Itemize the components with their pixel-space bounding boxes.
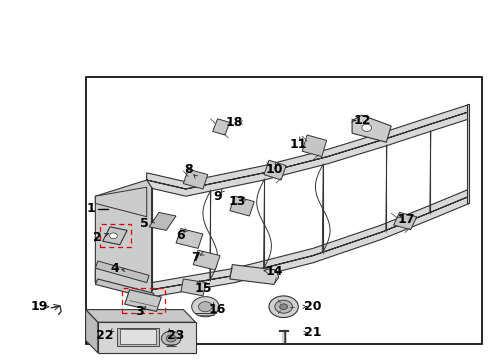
Polygon shape	[229, 265, 278, 284]
Text: 23: 23	[167, 329, 184, 342]
Text: 16: 16	[208, 303, 226, 316]
Text: 4: 4	[110, 262, 119, 275]
Circle shape	[268, 296, 298, 318]
Circle shape	[109, 233, 117, 239]
Polygon shape	[393, 212, 416, 230]
Text: 15: 15	[194, 282, 211, 294]
Bar	[117, 328, 159, 346]
Polygon shape	[98, 322, 195, 353]
Bar	[120, 329, 156, 344]
Text: 1: 1	[86, 202, 95, 215]
Polygon shape	[176, 229, 203, 248]
Polygon shape	[95, 180, 151, 297]
Text: 13: 13	[228, 195, 245, 208]
Text: 20: 20	[304, 300, 321, 313]
Text: 11: 11	[289, 138, 306, 150]
Text: 14: 14	[264, 265, 282, 278]
Polygon shape	[95, 261, 149, 283]
Text: 2: 2	[93, 231, 102, 244]
Text: 7: 7	[191, 251, 200, 264]
Polygon shape	[181, 279, 206, 296]
Polygon shape	[193, 250, 220, 270]
Text: 3: 3	[135, 305, 143, 318]
Text: 22: 22	[96, 329, 114, 342]
Text: 10: 10	[264, 163, 282, 176]
Polygon shape	[229, 196, 254, 216]
Polygon shape	[95, 279, 154, 299]
Polygon shape	[212, 119, 229, 135]
Polygon shape	[124, 290, 161, 311]
Bar	[85, 77, 481, 344]
Text: 5: 5	[140, 217, 148, 230]
Circle shape	[361, 124, 371, 131]
Polygon shape	[183, 169, 207, 189]
Text: 18: 18	[225, 116, 243, 129]
Text: 21: 21	[304, 327, 321, 339]
Text: 6: 6	[176, 229, 185, 242]
Circle shape	[161, 331, 181, 346]
Polygon shape	[264, 160, 285, 180]
Text: 12: 12	[352, 114, 370, 127]
Polygon shape	[149, 212, 176, 230]
Text: 8: 8	[183, 163, 192, 176]
Circle shape	[198, 302, 212, 312]
Text: 19: 19	[30, 300, 48, 313]
Polygon shape	[102, 227, 127, 245]
Circle shape	[191, 297, 219, 317]
Polygon shape	[146, 104, 468, 196]
Polygon shape	[85, 310, 195, 322]
Polygon shape	[95, 189, 468, 297]
Text: 9: 9	[213, 190, 222, 203]
Circle shape	[274, 300, 292, 313]
Polygon shape	[95, 187, 146, 217]
Polygon shape	[302, 135, 326, 157]
Circle shape	[166, 335, 176, 342]
Polygon shape	[351, 115, 390, 142]
Circle shape	[279, 304, 287, 310]
Polygon shape	[85, 310, 98, 353]
Polygon shape	[466, 104, 468, 203]
Text: 17: 17	[396, 213, 414, 226]
